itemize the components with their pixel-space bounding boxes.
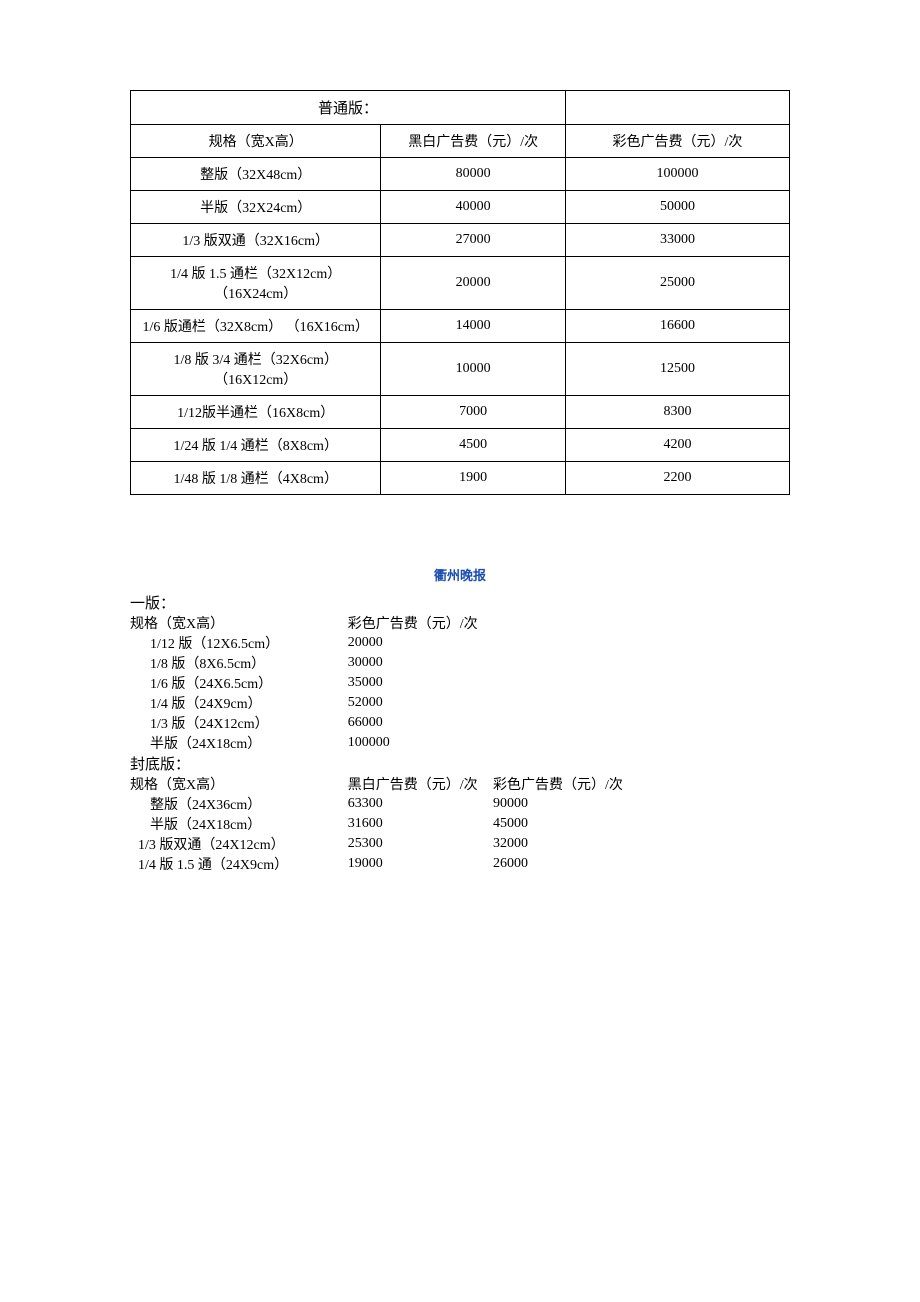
cell-spec: 1/24 版 1/4 通栏（8X8cm） (131, 429, 381, 462)
cell-color: 66000 (348, 713, 790, 733)
table-section-row: 一版： (130, 592, 790, 613)
table-row: 1/3 版双通（24X12cm）2530032000 (130, 834, 790, 854)
cell-spec: 1/12版半通栏（16X8cm） (131, 396, 381, 429)
cell-spec: 半版（32X24cm） (131, 191, 381, 224)
table-row: 整版（32X48cm）80000100000 (131, 158, 790, 191)
cell-color: 8300 (565, 396, 789, 429)
pricing-table-regular: 普通版： 规格（宽X高） 黑白广告费（元）/次 彩色广告费（元）/次 整版（32… (130, 90, 790, 495)
cell-bw: 27000 (381, 224, 566, 257)
cell-color: 32000 (493, 834, 790, 854)
pricing-table-evening: 一版： 规格（宽X高） 彩色广告费（元）/次 1/12 版（12X6.5cm）2… (130, 592, 790, 874)
cell-color: 25000 (565, 257, 789, 310)
table-header-row: 规格（宽X高） 黑白广告费（元）/次 彩色广告费（元）/次 (130, 774, 790, 794)
newspaper-title: 衢州晚报 (130, 565, 790, 584)
cell-color: 2200 (565, 462, 789, 495)
cell-bw: 40000 (381, 191, 566, 224)
cell-bw: 31600 (348, 814, 493, 834)
table-row: 1/6 版通栏（32X8cm） （16X16cm）1400016600 (131, 310, 790, 343)
table-row: 1/4 版 1.5 通（24X9cm）1900026000 (130, 854, 790, 874)
cell-bw: 1900 (381, 462, 566, 495)
cell-color: 33000 (565, 224, 789, 257)
table-row: 1/3 版双通（32X16cm）2700033000 (131, 224, 790, 257)
empty-cell (565, 91, 789, 125)
cell-bw: 63300 (348, 794, 493, 814)
cell-color: 100000 (565, 158, 789, 191)
table-row: 1/8 版（8X6.5cm）30000 (130, 653, 790, 673)
section-title: 封底版： (130, 753, 790, 774)
cell-spec: 1/6 版（24X6.5cm） (130, 673, 348, 693)
table-row: 半版（24X18cm）3160045000 (130, 814, 790, 834)
cell-color: 50000 (565, 191, 789, 224)
cell-color: 30000 (348, 653, 790, 673)
table-row: 1/8 版 3/4 通栏（32X6cm）（16X12cm）1000012500 (131, 343, 790, 396)
section-title: 一版： (130, 592, 790, 613)
cell-spec: 1/8 版 3/4 通栏（32X6cm）（16X12cm） (131, 343, 381, 396)
table-header-row: 规格（宽X高） 彩色广告费（元）/次 (130, 613, 790, 633)
cell-spec: 1/6 版通栏（32X8cm） （16X16cm） (131, 310, 381, 343)
header-color: 彩色广告费（元）/次 (348, 613, 790, 633)
cell-color: 52000 (348, 693, 790, 713)
table-section-row: 普通版： (131, 91, 790, 125)
table-row: 1/3 版（24X12cm）66000 (130, 713, 790, 733)
table-row: 1/24 版 1/4 通栏（8X8cm）45004200 (131, 429, 790, 462)
table-row: 半版（32X24cm）4000050000 (131, 191, 790, 224)
cell-spec: 1/3 版（24X12cm） (130, 713, 348, 733)
cell-spec: 整版（24X36cm） (130, 794, 348, 814)
cell-color: 35000 (348, 673, 790, 693)
cell-color: 26000 (493, 854, 790, 874)
header-bw: 黑白广告费（元）/次 (348, 774, 493, 794)
cell-spec: 1/4 版 1.5 通栏（32X12cm）（16X24cm） (131, 257, 381, 310)
cell-bw: 20000 (381, 257, 566, 310)
table-row: 1/6 版（24X6.5cm）35000 (130, 673, 790, 693)
cell-color: 4200 (565, 429, 789, 462)
cell-bw: 10000 (381, 343, 566, 396)
cell-bw: 80000 (381, 158, 566, 191)
cell-color: 20000 (348, 633, 790, 653)
table-row: 整版（24X36cm）6330090000 (130, 794, 790, 814)
table-row: 1/48 版 1/8 通栏（4X8cm）19002200 (131, 462, 790, 495)
cell-bw: 4500 (381, 429, 566, 462)
cell-spec: 1/48 版 1/8 通栏（4X8cm） (131, 462, 381, 495)
header-spec: 规格（宽X高） (130, 774, 348, 794)
table-row: 1/4 版（24X9cm）52000 (130, 693, 790, 713)
header-spec: 规格（宽X高） (131, 125, 381, 158)
cell-spec: 1/8 版（8X6.5cm） (130, 653, 348, 673)
cell-bw: 25300 (348, 834, 493, 854)
cell-spec: 半版（24X18cm） (130, 814, 348, 834)
cell-color: 45000 (493, 814, 790, 834)
cell-spec: 1/4 版（24X9cm） (130, 693, 348, 713)
section-title: 普通版： (131, 91, 566, 125)
cell-bw: 7000 (381, 396, 566, 429)
header-color: 彩色广告费（元）/次 (493, 774, 790, 794)
cell-spec: 1/12 版（12X6.5cm） (130, 633, 348, 653)
cell-spec: 半版（24X18cm） (130, 733, 348, 753)
cell-spec: 整版（32X48cm） (131, 158, 381, 191)
cell-color: 12500 (565, 343, 789, 396)
table-row: 1/12版半通栏（16X8cm）70008300 (131, 396, 790, 429)
cell-color: 90000 (493, 794, 790, 814)
cell-spec: 1/3 版双通（24X12cm） (130, 834, 348, 854)
header-bw: 黑白广告费（元）/次 (381, 125, 566, 158)
table-row: 半版（24X18cm）100000 (130, 733, 790, 753)
cell-bw: 14000 (381, 310, 566, 343)
cell-spec: 1/4 版 1.5 通（24X9cm） (130, 854, 348, 874)
header-color: 彩色广告费（元）/次 (565, 125, 789, 158)
table-header-row: 规格（宽X高） 黑白广告费（元）/次 彩色广告费（元）/次 (131, 125, 790, 158)
table-row: 1/4 版 1.5 通栏（32X12cm）（16X24cm）2000025000 (131, 257, 790, 310)
table-section-row: 封底版： (130, 753, 790, 774)
cell-color: 100000 (348, 733, 790, 753)
cell-bw: 19000 (348, 854, 493, 874)
table-row: 1/12 版（12X6.5cm）20000 (130, 633, 790, 653)
cell-color: 16600 (565, 310, 789, 343)
header-spec: 规格（宽X高） (130, 613, 348, 633)
cell-spec: 1/3 版双通（32X16cm） (131, 224, 381, 257)
